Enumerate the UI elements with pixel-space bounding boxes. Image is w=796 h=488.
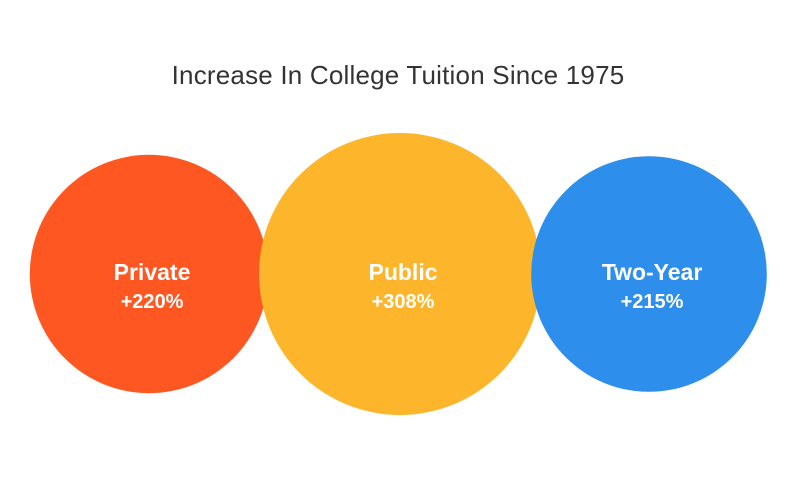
bubble-value-two-year: +215% [621,291,684,313]
bubble-private [29,154,269,394]
bubble-label-public: Public [368,259,437,285]
bubble-group-two-year: Two-Year +215% [531,156,767,392]
bubble-group-private: Private +220% [29,154,269,394]
bubble-public [259,133,541,415]
chart-title: Increase In College Tuition Since 1975 [171,60,625,90]
bubble-value-private: +220% [121,291,184,313]
bubble-two-year [531,156,767,392]
bubble-value-public: +308% [372,291,435,313]
bubble-label-two-year: Two-Year [602,259,703,285]
bubble-label-private: Private [114,259,191,285]
bubble-group-public: Public +308% [259,133,541,415]
